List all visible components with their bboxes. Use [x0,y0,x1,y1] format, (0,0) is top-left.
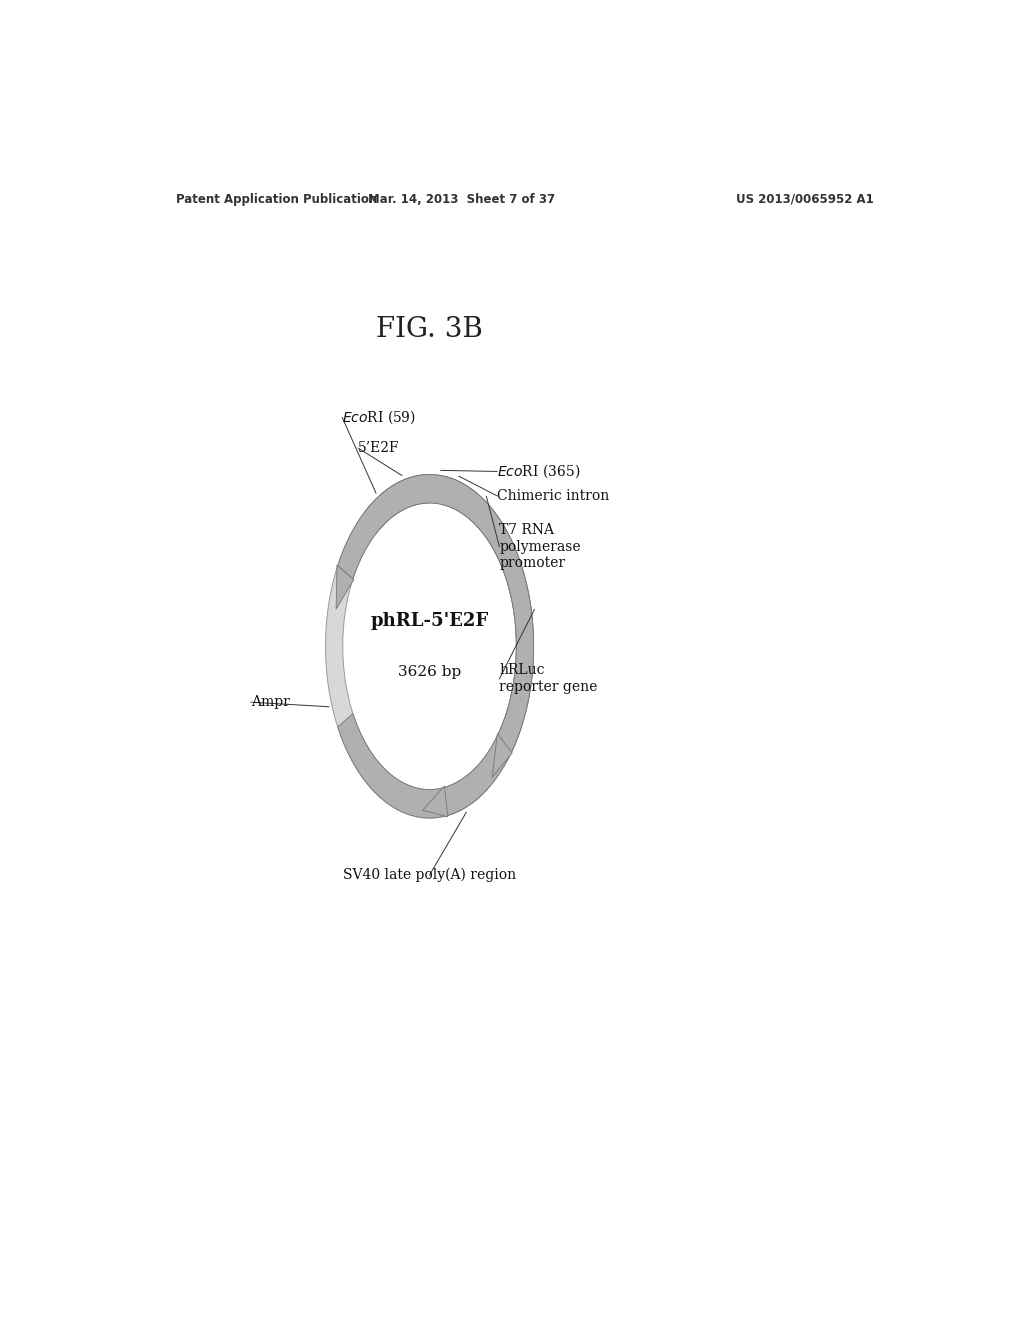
Text: Ampr: Ampr [251,696,290,709]
Polygon shape [441,477,534,752]
Text: $\it{Eco}$RI (365): $\it{Eco}$RI (365) [497,462,581,480]
Text: 5’E2F: 5’E2F [358,441,399,455]
Polygon shape [444,766,487,816]
Text: 3626 bp: 3626 bp [398,665,461,678]
Text: SV40 late poly(A) region: SV40 late poly(A) region [343,867,516,882]
Text: hRLuc
reporter gene: hRLuc reporter gene [500,664,598,694]
Polygon shape [366,475,427,533]
Text: FIG. 3B: FIG. 3B [376,315,483,343]
Polygon shape [423,785,447,817]
Polygon shape [336,565,353,609]
Polygon shape [326,474,534,818]
Text: US 2013/0065952 A1: US 2013/0065952 A1 [736,193,873,206]
Text: T7 RNA
polymerase
promoter: T7 RNA polymerase promoter [500,523,581,570]
Text: Mar. 14, 2013  Sheet 7 of 37: Mar. 14, 2013 Sheet 7 of 37 [368,193,555,206]
Text: phRL-5'E2F: phRL-5'E2F [371,612,488,630]
Polygon shape [338,474,534,818]
Text: Chimeric intron: Chimeric intron [497,488,609,503]
Text: Patent Application Publication: Patent Application Publication [176,193,377,206]
Polygon shape [493,734,512,777]
Text: $\it{Eco}$RI (59): $\it{Eco}$RI (59) [342,409,417,426]
